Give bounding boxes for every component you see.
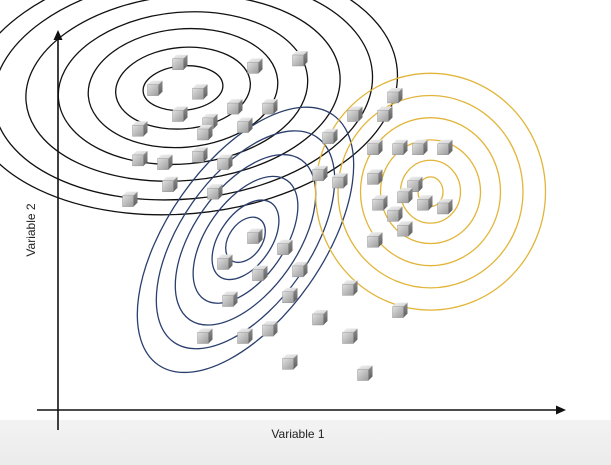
data-point — [397, 187, 413, 204]
data-point — [357, 365, 373, 381]
cluster-1-contour — [0, 0, 374, 201]
data-point — [312, 165, 328, 181]
data-point — [412, 139, 428, 156]
data-point — [377, 106, 393, 122]
data-point — [367, 232, 383, 248]
data-point — [312, 310, 328, 326]
data-point — [162, 176, 178, 193]
data-point — [192, 84, 208, 100]
cluster-2-contour — [136, 106, 355, 374]
data-point — [372, 195, 388, 211]
data-point — [367, 169, 383, 185]
cluster-2-contour — [211, 199, 280, 281]
data-point — [292, 261, 308, 278]
data-point — [172, 54, 188, 70]
data-point — [277, 239, 293, 255]
data-point — [342, 328, 358, 344]
data-point — [292, 51, 308, 67]
data-point — [282, 287, 298, 303]
data-point — [247, 58, 263, 74]
cluster-1-contour — [115, 46, 251, 130]
cluster-1-contour — [25, 0, 341, 182]
cluster-3-contour — [314, 72, 547, 311]
data-point — [252, 265, 268, 281]
data-point — [392, 302, 408, 318]
data-point — [322, 128, 338, 144]
data-point — [407, 176, 423, 193]
data-point — [147, 80, 163, 96]
cluster-1-contour — [57, 11, 309, 166]
data-points — [122, 51, 453, 381]
data-point — [282, 354, 298, 370]
cluster-3-contour — [359, 117, 502, 267]
cluster-1-contours — [0, 0, 399, 216]
data-point — [367, 139, 383, 156]
data-point — [262, 321, 278, 337]
cluster-2-contour — [192, 175, 299, 304]
data-point — [172, 106, 188, 122]
data-point — [387, 206, 403, 222]
cluster-2-contours — [136, 106, 355, 374]
data-point — [217, 154, 233, 170]
cluster-1-contour — [87, 27, 279, 149]
x-axis-label: Variable 1 — [271, 427, 324, 441]
data-point — [202, 113, 218, 130]
bottom-band — [0, 420, 611, 465]
data-point — [332, 173, 348, 189]
data-point — [237, 328, 253, 344]
data-point — [387, 88, 403, 104]
data-point — [347, 106, 363, 122]
data-point — [222, 291, 238, 307]
density-contours — [0, 0, 547, 374]
data-point — [247, 228, 263, 244]
data-point — [392, 139, 408, 156]
axes — [37, 30, 566, 430]
cluster-1-contour — [0, 0, 399, 216]
cluster-2-contour — [174, 153, 317, 326]
data-point — [132, 150, 148, 167]
data-point — [417, 195, 433, 211]
y-axis-arrowhead — [53, 30, 63, 40]
data-point — [132, 121, 148, 137]
data-point — [262, 99, 278, 115]
data-point — [157, 154, 173, 170]
data-point — [237, 117, 253, 133]
data-point — [397, 221, 413, 237]
cluster-3-contour — [337, 94, 524, 289]
data-point — [197, 125, 213, 141]
data-point — [207, 184, 223, 200]
data-point — [217, 254, 233, 270]
x-axis-arrowhead — [556, 405, 566, 415]
y-axis-label: Variable 2 — [24, 203, 38, 256]
data-point — [197, 328, 213, 344]
data-point — [192, 147, 208, 163]
cluster-3-contour — [379, 139, 482, 245]
data-point — [342, 280, 358, 296]
data-point — [437, 139, 453, 156]
data-point — [227, 99, 243, 115]
data-point — [122, 191, 138, 207]
data-point — [437, 199, 453, 215]
